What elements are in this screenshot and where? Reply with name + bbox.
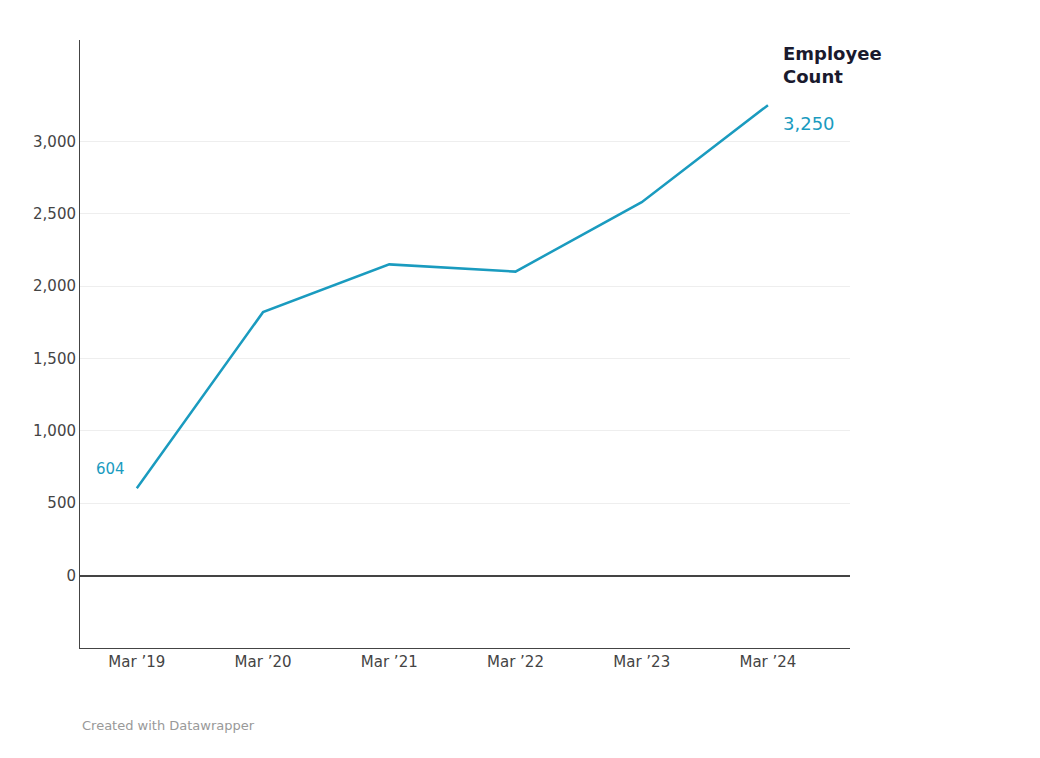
svg-text:2,000: 2,000 — [33, 277, 76, 295]
svg-text:604: 604 — [96, 460, 125, 478]
svg-text:500: 500 — [47, 494, 76, 512]
svg-text:Mar ’24: Mar ’24 — [739, 653, 796, 671]
svg-text:3,250: 3,250 — [783, 113, 835, 134]
svg-text:EmployeeCount: EmployeeCount — [783, 43, 882, 87]
svg-text:2,500: 2,500 — [33, 205, 76, 223]
svg-text:Mar ’19: Mar ’19 — [108, 653, 165, 671]
svg-text:Mar ’20: Mar ’20 — [235, 653, 292, 671]
svg-text:Mar ’22: Mar ’22 — [487, 653, 544, 671]
svg-text:1,500: 1,500 — [33, 350, 76, 368]
svg-text:3,000: 3,000 — [33, 133, 76, 151]
svg-text:0: 0 — [66, 567, 76, 585]
svg-text:Mar ’21: Mar ’21 — [361, 653, 418, 671]
svg-text:Created with Datawrapper: Created with Datawrapper — [82, 718, 255, 733]
svg-text:Mar ’23: Mar ’23 — [613, 653, 670, 671]
svg-text:1,000: 1,000 — [33, 422, 76, 440]
